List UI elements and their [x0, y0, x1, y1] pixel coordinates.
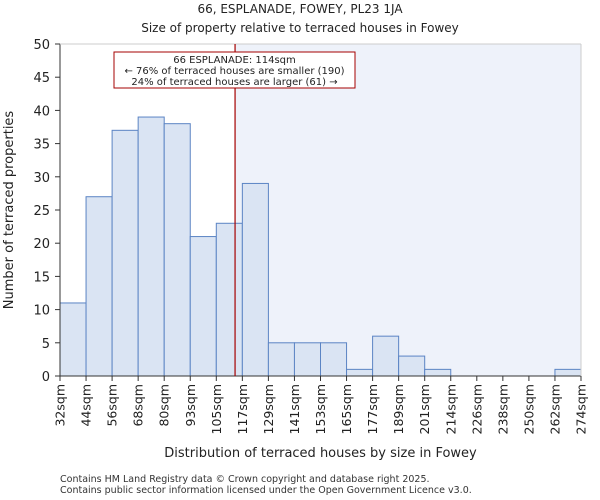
x-tick-label: 32sqm [53, 384, 68, 427]
y-tick-label: 45 [33, 71, 50, 86]
bar-93sqm [189, 236, 217, 377]
x-tick-label: 56sqm [105, 384, 120, 427]
x-tick-label: 165sqm [339, 384, 354, 434]
x-tick-label: 117sqm [235, 384, 250, 434]
x-tick-label: 250sqm [521, 384, 536, 434]
footer-licence: Contains public sector information licen… [60, 485, 472, 496]
y-tick-label: 10 [33, 304, 50, 319]
y-tick-label: 5 [42, 337, 50, 352]
annotation-box [113, 51, 356, 89]
y-tick-label: 30 [33, 171, 50, 186]
y-tick-label: 40 [33, 104, 50, 119]
bar-44sqm [85, 196, 113, 377]
bar-32sqm [59, 302, 87, 377]
x-tick-label: 44sqm [79, 384, 94, 427]
bar-201sqm [424, 368, 452, 377]
x-tick-label: 262sqm [547, 384, 562, 434]
chart-subtitle: Size of property relative to terraced ho… [141, 21, 459, 35]
y-tick-label: 35 [33, 138, 50, 153]
y-tick-label: 25 [33, 204, 50, 219]
x-tick-label: 201sqm [417, 384, 432, 434]
x-tick-label: 238sqm [495, 384, 510, 434]
bar-80sqm [163, 123, 191, 377]
x-tick-label: 226sqm [469, 384, 484, 434]
x-tick-label: 105sqm [209, 384, 224, 434]
bar-68sqm [137, 116, 165, 377]
x-tick-label: 274sqm [574, 384, 589, 434]
x-tick-label: 93sqm [183, 384, 198, 427]
y-tick-label: 50 [33, 38, 50, 53]
y-tick-label: 15 [33, 270, 50, 285]
annotation-line-3: 24% of terraced houses are larger (61) → [131, 77, 337, 88]
footer-copyright: Contains HM Land Registry data © Crown c… [60, 474, 430, 485]
annotation-line-2: ← 76% of terraced houses are smaller (19… [124, 66, 344, 77]
bar-141sqm [293, 342, 322, 377]
x-tick-label: 129sqm [261, 384, 276, 434]
chart-title: 66, ESPLANADE, FOWEY, PL23 1JA [197, 2, 403, 16]
bar-129sqm [267, 342, 295, 377]
bar-105sqm [215, 222, 243, 377]
x-tick-label: 189sqm [391, 384, 406, 434]
x-axis-label: Distribution of terraced houses by size … [164, 446, 477, 461]
y-axis-label: Number of terraced properties [2, 111, 17, 310]
x-tick-label: 153sqm [313, 384, 328, 434]
x-tick-label: 80sqm [157, 384, 172, 427]
bar-117sqm [241, 182, 269, 377]
bar-262sqm [554, 368, 582, 377]
bar-153sqm [320, 342, 348, 377]
bar-177sqm [372, 335, 400, 377]
bar-56sqm [111, 129, 139, 377]
bar-165sqm [346, 368, 374, 377]
x-tick-label: 141sqm [287, 384, 302, 434]
highlight-region [235, 44, 581, 376]
bar-189sqm [398, 355, 426, 377]
x-tick-label: 214sqm [443, 384, 458, 434]
annotation-line-1: 66 ESPLANADE: 114sqm [173, 55, 296, 66]
y-tick-label: 0 [42, 370, 50, 385]
x-tick-label: 177sqm [365, 384, 380, 434]
y-tick-label: 20 [33, 237, 50, 252]
x-tick-label: 68sqm [131, 384, 146, 427]
